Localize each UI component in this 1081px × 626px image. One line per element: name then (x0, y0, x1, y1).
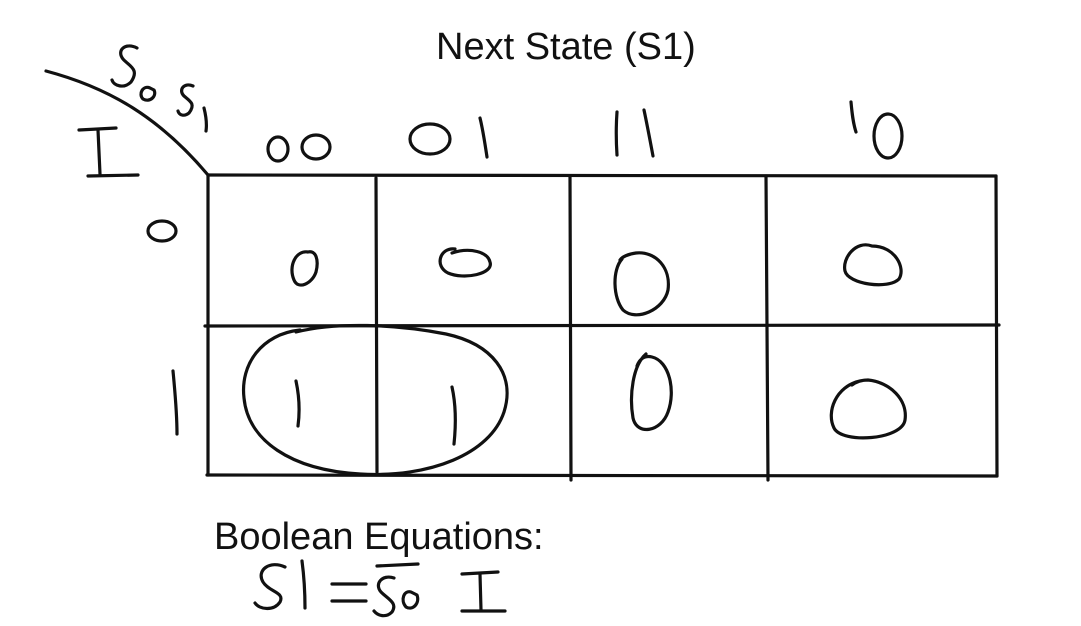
cell-r1-c01 (450, 385, 457, 446)
row-header-1 (171, 369, 179, 436)
kmap-grid (203, 173, 1001, 482)
row-header-0 (146, 219, 178, 243)
cell-r0-c11 (613, 251, 670, 317)
cell-r0-c01 (438, 247, 492, 278)
cell-r1-c00 (294, 379, 301, 428)
diagram-title: Next State (S1) (436, 26, 696, 68)
boolean-equation (253, 559, 507, 618)
column-header-10 (849, 100, 904, 160)
column-variables-label (110, 44, 208, 133)
kmap-corner-diagonal (44, 69, 210, 177)
column-header-11 (614, 108, 655, 158)
grouping-loop (241, 323, 509, 477)
cell-r1-c11 (629, 352, 673, 431)
column-header-01 (408, 116, 489, 159)
cell-r0-c10 (843, 243, 903, 287)
column-header-00 (266, 133, 332, 163)
cell-r0-c00 (290, 250, 319, 287)
cell-r1-c10 (829, 378, 907, 440)
row-variable-label (77, 126, 140, 178)
equations-label: Boolean Equations: (214, 516, 544, 558)
